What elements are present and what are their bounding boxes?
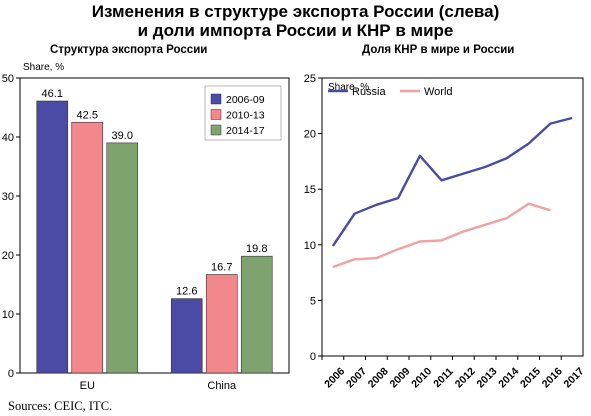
main-title: Изменения в структуре экспорта России (с… bbox=[0, 2, 591, 40]
bar-data-label: 19.8 bbox=[246, 243, 267, 255]
legend-label-2014-17: 2014-17 bbox=[226, 125, 265, 137]
right-x-tick-label: 2006 bbox=[322, 365, 347, 390]
bar-china-2006-09 bbox=[170, 298, 203, 374]
right-x-tick-label: 2014 bbox=[496, 365, 521, 390]
left-x-tick-label: China bbox=[207, 380, 237, 392]
right-x-tick-label: 2016 bbox=[540, 365, 565, 390]
bar-eu-2010-13 bbox=[71, 121, 104, 374]
right-y-axis-label: Share, % bbox=[328, 82, 369, 93]
right-y-tick-label: 5 bbox=[310, 295, 316, 307]
right-x-tick-label: 2009 bbox=[388, 365, 413, 390]
legend-label-2006-09: 2006-09 bbox=[226, 94, 265, 106]
series-line-world bbox=[332, 202, 551, 269]
left-y-axis-label: Share, % bbox=[23, 62, 64, 73]
right-x-tick-label: 2010 bbox=[409, 365, 434, 390]
right-x-tick-label: 2017 bbox=[562, 365, 587, 390]
left-y-tick-label: 30 bbox=[2, 191, 14, 203]
legend-label-world: World bbox=[424, 86, 453, 98]
right-y-tick-label: 25 bbox=[304, 73, 316, 85]
bar-china-2014-17 bbox=[240, 255, 273, 374]
legend-swatch-2014-17 bbox=[210, 124, 222, 136]
right-y-tick-label: 0 bbox=[310, 351, 316, 363]
right-x-tick-label: 2008 bbox=[366, 365, 391, 390]
left-plot-frame bbox=[19, 77, 290, 374]
bar-data-label: 12.6 bbox=[176, 286, 197, 298]
source-note: Sources: CEIC, ITC. bbox=[8, 399, 113, 413]
left-y-tick-label: 0 bbox=[8, 368, 14, 380]
left-bar-chart: Share, % 0 10 20 30 40 50 46.1 42.5 39.0 EU 12.6 16.… bbox=[2, 62, 290, 392]
main-title-line2: и доли импорта России и КНР в мире bbox=[137, 21, 454, 40]
left-y-tick-label: 50 bbox=[2, 73, 14, 85]
bar-data-label: 39.0 bbox=[112, 130, 133, 142]
legend-swatch-2010-13 bbox=[210, 109, 222, 120]
right-y-tick-label: 20 bbox=[304, 129, 316, 141]
series-line-russia bbox=[331, 116, 573, 247]
right-chart-title: Доля КНР в мире и России bbox=[362, 44, 515, 56]
right-x-tick-label: 2015 bbox=[518, 365, 543, 390]
bar-eu-2014-17 bbox=[106, 142, 139, 374]
bar-eu-2006-09 bbox=[36, 100, 69, 374]
left-x-tick-label: EU bbox=[80, 380, 95, 392]
left-y-tick-label: 10 bbox=[2, 309, 14, 321]
right-x-tick-label: 2011 bbox=[431, 365, 456, 390]
legend-label-russia: Russia bbox=[352, 86, 387, 98]
right-y-tick-label: 10 bbox=[304, 240, 316, 252]
bar-data-label: 42.5 bbox=[77, 109, 98, 121]
right-y-tick-label: 15 bbox=[304, 184, 316, 196]
legend-label-2010-13: 2010-13 bbox=[226, 110, 265, 122]
bar-data-label: 46.1 bbox=[42, 88, 63, 100]
left-y-tick-label: 20 bbox=[2, 250, 14, 262]
bar-data-label: 16.7 bbox=[211, 261, 232, 273]
right-x-tick-label: 2013 bbox=[475, 365, 500, 390]
right-plot-frame bbox=[321, 77, 584, 357]
legend-swatch-2006-09 bbox=[210, 93, 222, 105]
right-x-tick-label: 2012 bbox=[453, 365, 478, 390]
right-line-chart: Share, %05101520252006200720082009201020… bbox=[304, 73, 587, 390]
left-chart-title: Структура экспорта России bbox=[50, 44, 208, 56]
main-title-line1: Изменения в структуре экспорта России (с… bbox=[91, 2, 500, 21]
bar-china-2010-13 bbox=[205, 274, 238, 374]
left-y-tick-label: 40 bbox=[2, 132, 14, 144]
right-x-tick-label: 2007 bbox=[344, 365, 369, 390]
